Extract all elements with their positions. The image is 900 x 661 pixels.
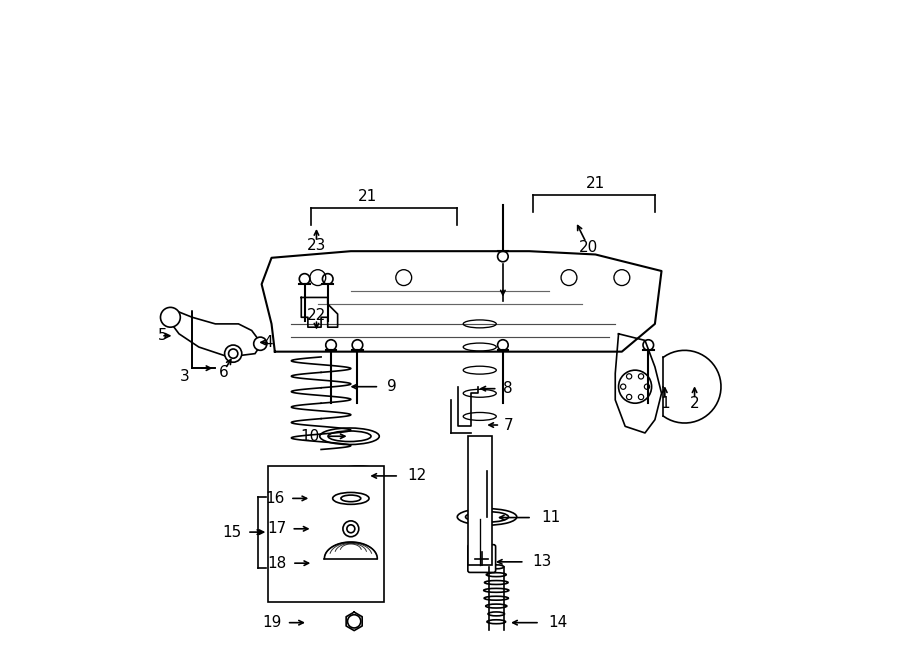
Text: 22: 22 <box>307 309 326 323</box>
Text: 8: 8 <box>503 381 512 396</box>
Circle shape <box>160 307 180 327</box>
Circle shape <box>254 337 267 350</box>
Polygon shape <box>169 311 262 357</box>
Bar <box>468 436 491 565</box>
Text: 21: 21 <box>358 190 377 204</box>
Text: 10: 10 <box>301 429 320 444</box>
Text: 7: 7 <box>504 418 514 432</box>
Text: 18: 18 <box>267 556 287 570</box>
Text: 4: 4 <box>263 335 273 350</box>
Text: 19: 19 <box>262 615 282 630</box>
Text: 15: 15 <box>222 525 242 539</box>
Text: 13: 13 <box>533 555 552 569</box>
Text: 14: 14 <box>548 615 567 630</box>
Text: 17: 17 <box>266 522 286 536</box>
Text: 2: 2 <box>689 396 699 410</box>
Text: 9: 9 <box>387 379 397 394</box>
Text: 12: 12 <box>407 469 427 483</box>
Text: 5: 5 <box>158 329 167 343</box>
Text: 23: 23 <box>307 239 326 253</box>
Text: 21: 21 <box>586 176 605 191</box>
Text: 11: 11 <box>541 510 561 525</box>
FancyBboxPatch shape <box>468 545 496 572</box>
Circle shape <box>225 345 242 362</box>
Text: 16: 16 <box>266 491 284 506</box>
Text: 20: 20 <box>580 241 598 255</box>
Text: 3: 3 <box>179 369 189 384</box>
Text: 6: 6 <box>219 365 229 379</box>
FancyBboxPatch shape <box>268 466 384 602</box>
Circle shape <box>229 349 238 358</box>
Text: 1: 1 <box>660 396 670 410</box>
